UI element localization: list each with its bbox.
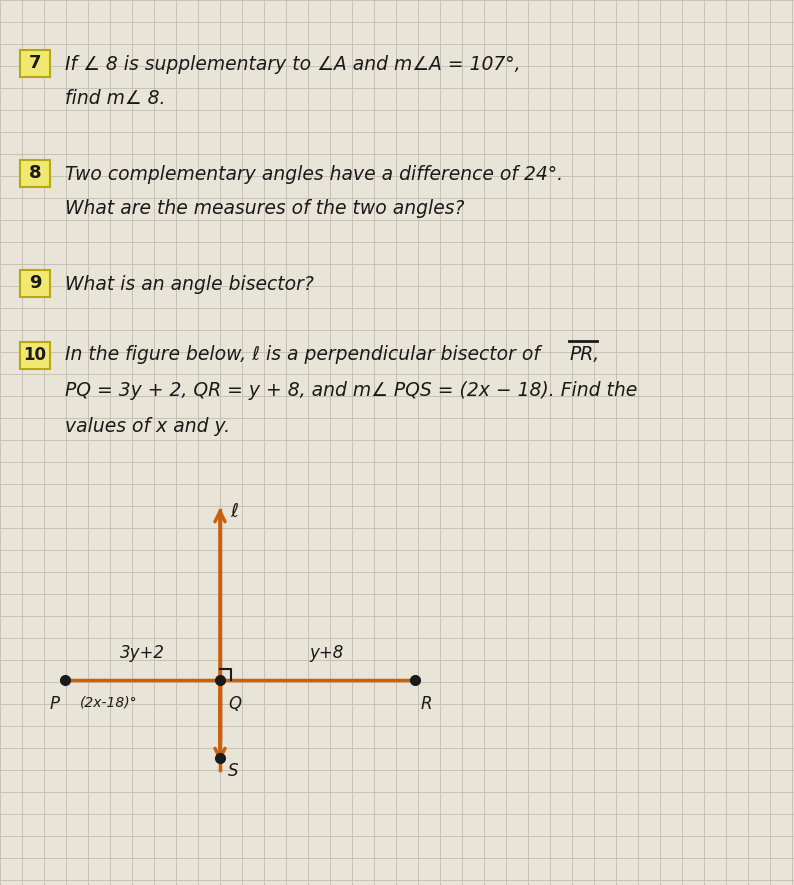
Text: 8: 8 [29, 164, 41, 182]
Text: What are the measures of the two angles?: What are the measures of the two angles? [65, 199, 464, 218]
Text: Q: Q [228, 695, 241, 713]
Text: Two complementary angles have a difference of 24°.: Two complementary angles have a differen… [65, 165, 563, 184]
Text: 3y+2: 3y+2 [120, 644, 164, 662]
Text: values of x and y.: values of x and y. [65, 417, 230, 436]
Text: find m∠ 8.: find m∠ 8. [65, 89, 165, 108]
Text: P: P [50, 695, 60, 713]
Bar [20, 159, 50, 187]
Text: What is an angle bisector?: What is an angle bisector? [65, 275, 314, 294]
Text: ℓ: ℓ [230, 502, 238, 521]
Text: S: S [228, 762, 238, 780]
Text: In the figure below, ℓ is a perpendicular bisector of: In the figure below, ℓ is a perpendicula… [65, 345, 546, 364]
Text: 7: 7 [29, 54, 41, 72]
Bar [20, 270, 50, 296]
Text: 10: 10 [24, 346, 47, 364]
Text: y+8: y+8 [310, 644, 344, 662]
Text: PQ = 3y + 2, QR = y + 8, and m∠ PQS = (2x − 18). Find the: PQ = 3y + 2, QR = y + 8, and m∠ PQS = (2… [65, 381, 638, 400]
Text: 9: 9 [29, 274, 41, 292]
Bar [20, 50, 50, 76]
Text: PR,: PR, [570, 345, 600, 364]
Text: R: R [421, 695, 433, 713]
Bar [20, 342, 50, 368]
Text: If ∠ 8 is supplementary to ∠A and m∠A = 107°,: If ∠ 8 is supplementary to ∠A and m∠A = … [65, 55, 521, 74]
Text: (2x-18)°: (2x-18)° [80, 695, 137, 709]
